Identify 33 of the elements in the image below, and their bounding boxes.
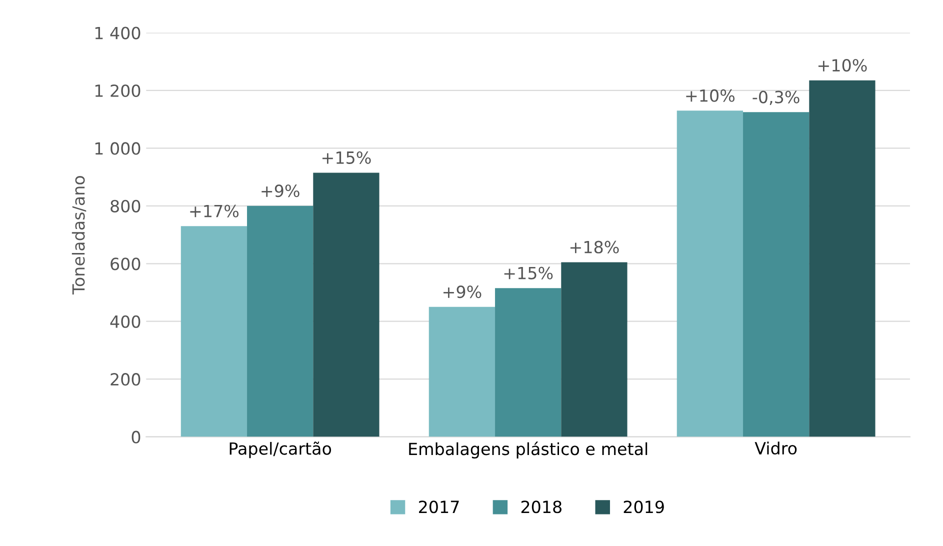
annotation: -0,3%	[752, 90, 800, 106]
annotation: +10%	[818, 58, 867, 72]
y-tick-label: 200	[110, 373, 140, 386]
y-tick-label: 600	[110, 258, 140, 270]
y-tick-label: 400	[110, 315, 140, 328]
bar	[428, 306, 496, 437]
bar	[561, 262, 628, 437]
legend-label: 2017	[419, 500, 459, 514]
annotation: +9%	[262, 184, 300, 198]
legend-label: 2019	[624, 500, 664, 514]
annotation: +17%	[190, 204, 239, 218]
x-tick-label: Embalagens plástico e metal	[409, 442, 648, 458]
y-axis-title: Toneladas/ano	[72, 176, 86, 294]
x-tick-label: Papel/cartão	[230, 442, 332, 458]
legend-label: 2018	[521, 500, 562, 514]
bar	[743, 112, 810, 437]
y-tick-label: 800	[110, 200, 140, 212]
y-tick-label: 1 000	[95, 142, 140, 155]
bar	[180, 226, 248, 437]
bar	[676, 110, 744, 437]
y-tick-label: 1 400	[95, 26, 140, 40]
annotation: +15%	[504, 266, 553, 280]
x-tick-label: Vidro	[754, 442, 797, 455]
bar	[495, 288, 562, 437]
annotation: +10%	[686, 89, 735, 102]
annotation: +9%	[444, 286, 482, 298]
bar	[809, 80, 876, 437]
bar	[313, 172, 380, 437]
y-tick-label: 0	[132, 430, 140, 444]
annotation: +15%	[322, 151, 371, 164]
annotation: +18%	[570, 240, 619, 254]
y-tick-label: 1 200	[95, 84, 140, 98]
bar	[247, 206, 314, 437]
